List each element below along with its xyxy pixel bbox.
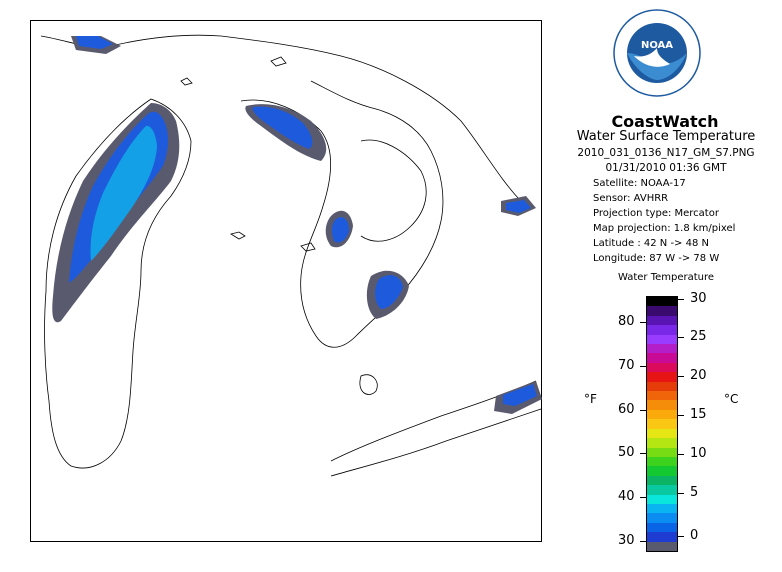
ontario-water-patch (506, 200, 531, 213)
celsius-tick-label: 0 (690, 528, 699, 543)
fahrenheit-tick (640, 497, 646, 498)
celsius-tick (678, 536, 684, 537)
fahrenheit-tick-label: 70 (618, 358, 635, 373)
meta-latitude: Latitude : 42 N -> 48 N (593, 238, 709, 249)
colorbar-segment (647, 315, 677, 326)
colorbar-segment (647, 475, 677, 486)
fahrenheit-tick (640, 322, 646, 323)
colorbar-segment (647, 541, 677, 551)
colorbar-segment (647, 428, 677, 439)
colorbar-segment (647, 485, 677, 495)
fahrenheit-tick-label: 50 (618, 445, 635, 460)
colorbar-segment (647, 353, 677, 363)
erie-water-patch (503, 384, 537, 406)
temperature-colorbar (646, 296, 678, 552)
meta-projection-type: Projection type: Mercator (593, 208, 719, 219)
colorbar-segment (647, 362, 677, 373)
colorbar-segment (647, 447, 677, 457)
celsius-tick (678, 337, 684, 338)
water-cyan-patch (90, 125, 157, 261)
colorbar-segment (647, 344, 677, 354)
colorbar-segment (647, 381, 677, 392)
noaa-logo-text: NOAA (641, 40, 673, 51)
fahrenheit-tick-label: 60 (618, 402, 635, 417)
islands (180, 56, 316, 252)
colorbar-segment (647, 297, 677, 307)
lake-saint-clair (359, 374, 378, 395)
celsius-tick-label: 5 (690, 485, 699, 500)
fahrenheit-tick-label: 40 (618, 489, 635, 504)
fahrenheit-tick (640, 366, 646, 367)
celsius-unit: °C (724, 392, 739, 406)
saginaw-water-patch (375, 275, 403, 309)
georgian-bay-shoreline (360, 139, 427, 242)
colorbar-segment (647, 334, 677, 345)
meta-map-projection: Map projection: 1.8 km/pixel (593, 223, 736, 234)
colorbar-segment (647, 494, 677, 504)
noaa-logo: NOAA (613, 9, 701, 97)
date-time: 01/31/2010 01:36 GMT (605, 162, 727, 174)
meta-longitude: Longitude: 87 W -> 78 W (593, 253, 720, 264)
fahrenheit-tick (640, 453, 646, 454)
colorbar-segment (647, 419, 677, 429)
colorbar-segment (647, 391, 677, 401)
celsius-tick-label: 10 (690, 446, 707, 461)
celsius-tick-label: 20 (690, 368, 707, 383)
celsius-tick-label: 30 (690, 291, 707, 306)
great-lakes-map (40, 34, 542, 477)
celsius-tick (678, 376, 684, 377)
scale-title: Water Temperature (617, 272, 715, 283)
fahrenheit-unit: °F (584, 392, 597, 406)
lake-michigan-shoreline (44, 98, 192, 469)
file-name: 2010_031_0136_N17_GM_S7.PNG (577, 147, 755, 159)
colorbar-segment (647, 438, 677, 448)
superior-water-patch-2 (252, 106, 313, 149)
colorbar-segment (647, 456, 677, 467)
fahrenheit-tick-label: 80 (618, 314, 635, 329)
colorbar-segment (647, 532, 677, 542)
celsius-tick (678, 493, 684, 494)
colorbar-segment (647, 513, 677, 523)
colorbar-segment (647, 325, 677, 335)
celsius-tick-label: 15 (690, 407, 707, 422)
celsius-tick (678, 415, 684, 416)
meta-sensor: Sensor: AVHRR (593, 193, 669, 204)
superior-water-patch-1 (76, 36, 113, 49)
map-panel (30, 20, 542, 542)
colorbar-segment (647, 400, 677, 410)
fahrenheit-tick-label: 30 (618, 533, 635, 548)
product-subtitle: Water Surface Temperature (576, 129, 756, 144)
colorbar-segment (647, 466, 677, 476)
colorbar-segment (647, 503, 677, 514)
colorbar-segment (647, 306, 677, 316)
huron-water-patch (331, 217, 349, 243)
fahrenheit-tick (640, 541, 646, 542)
fahrenheit-tick (640, 410, 646, 411)
app-title: CoastWatch (611, 112, 719, 131)
meta-satellite: Satellite: NOAA-17 (593, 178, 686, 189)
celsius-tick-label: 25 (690, 329, 707, 344)
celsius-tick (678, 299, 684, 300)
colorbar-segment (647, 522, 677, 533)
colorbar-segment (647, 372, 677, 382)
celsius-tick (678, 454, 684, 455)
colorbar-segment (647, 409, 677, 420)
lake-huron-shoreline (240, 80, 444, 348)
